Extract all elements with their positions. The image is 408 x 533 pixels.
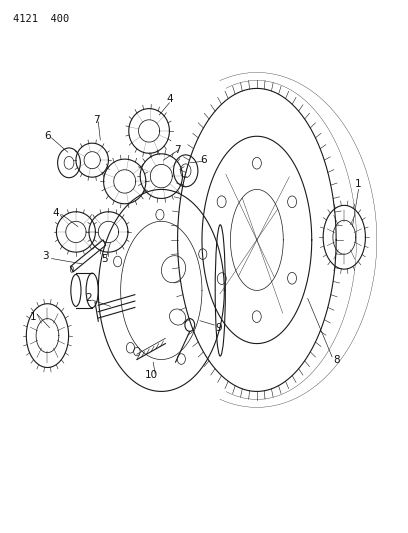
Text: 7: 7 xyxy=(93,115,100,125)
Text: 10: 10 xyxy=(144,370,158,381)
Text: 2: 2 xyxy=(85,293,91,303)
Text: 8: 8 xyxy=(333,354,339,365)
Text: 1: 1 xyxy=(355,179,362,189)
Text: 4: 4 xyxy=(52,208,59,219)
Text: 7: 7 xyxy=(174,144,181,155)
Text: 3: 3 xyxy=(42,251,49,261)
Text: 6: 6 xyxy=(201,155,207,165)
Text: 9: 9 xyxy=(215,322,222,333)
Text: 1: 1 xyxy=(30,312,37,322)
Text: 4: 4 xyxy=(166,94,173,104)
Text: 4121  400: 4121 400 xyxy=(13,14,69,24)
Text: 5: 5 xyxy=(101,254,108,263)
Text: 6: 6 xyxy=(44,131,51,141)
